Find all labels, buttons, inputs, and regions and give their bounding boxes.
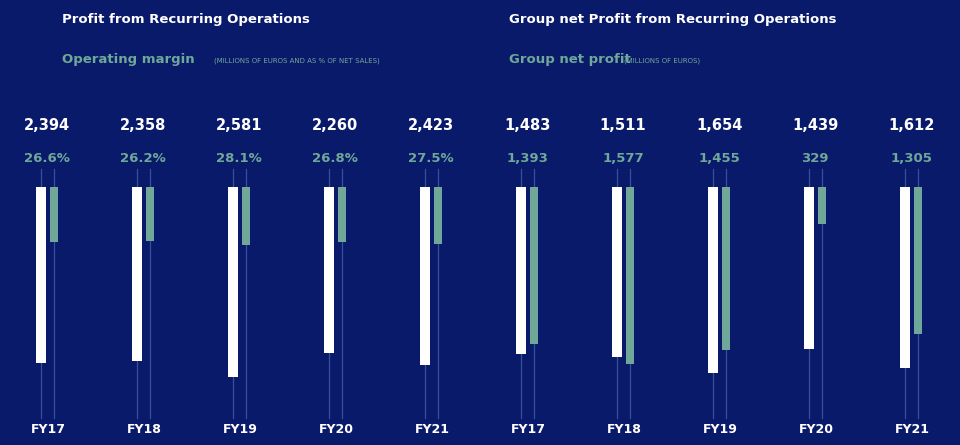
Text: FY21: FY21: [895, 423, 929, 436]
Bar: [516, 187, 526, 354]
Text: Group net Profit from Recurring Operations: Group net Profit from Recurring Operatio…: [509, 13, 836, 26]
Text: 2,581: 2,581: [216, 118, 262, 134]
Text: FY19: FY19: [223, 423, 257, 436]
Bar: [228, 187, 238, 377]
Text: FY17: FY17: [31, 423, 65, 436]
Bar: [338, 187, 346, 242]
Bar: [612, 187, 622, 357]
Text: 27.5%: 27.5%: [408, 152, 454, 165]
Text: 329: 329: [802, 152, 828, 165]
Text: 1,577: 1,577: [602, 152, 644, 165]
Text: Operating margin: Operating margin: [62, 53, 195, 66]
Text: 1,439: 1,439: [792, 118, 838, 134]
Bar: [626, 187, 634, 364]
Text: FY21: FY21: [415, 423, 449, 436]
Bar: [420, 187, 430, 365]
Bar: [146, 187, 154, 241]
Text: 1,483: 1,483: [504, 118, 550, 134]
Text: Profit from Recurring Operations: Profit from Recurring Operations: [62, 13, 310, 26]
Text: FY18: FY18: [127, 423, 161, 436]
Text: Group net profit: Group net profit: [509, 53, 631, 66]
Text: FY20: FY20: [799, 423, 833, 436]
Text: FY18: FY18: [607, 423, 641, 436]
Text: 2,423: 2,423: [408, 118, 454, 134]
Bar: [530, 187, 538, 344]
Text: 2,358: 2,358: [120, 118, 166, 134]
Bar: [324, 187, 334, 353]
Text: 26.2%: 26.2%: [120, 152, 166, 165]
Text: 2,260: 2,260: [312, 118, 358, 134]
Bar: [818, 187, 826, 224]
Bar: [50, 187, 58, 242]
Bar: [914, 187, 922, 334]
Bar: [434, 187, 442, 244]
Text: FY19: FY19: [703, 423, 737, 436]
Text: 1,654: 1,654: [696, 118, 742, 134]
Bar: [900, 187, 910, 368]
Bar: [132, 187, 142, 360]
Bar: [242, 187, 250, 245]
Bar: [708, 187, 718, 373]
Text: 1,511: 1,511: [600, 118, 646, 134]
Text: (MILLIONS OF EUROS): (MILLIONS OF EUROS): [624, 58, 700, 65]
Text: FY20: FY20: [319, 423, 353, 436]
Text: 1,393: 1,393: [506, 152, 548, 165]
Bar: [36, 187, 46, 363]
Text: FY17: FY17: [511, 423, 545, 436]
Text: 28.1%: 28.1%: [216, 152, 262, 165]
Text: 1,455: 1,455: [698, 152, 740, 165]
Text: 1,305: 1,305: [890, 152, 932, 165]
Text: 1,612: 1,612: [888, 118, 934, 134]
Text: 26.8%: 26.8%: [312, 152, 358, 165]
Text: 2,394: 2,394: [24, 118, 70, 134]
Bar: [804, 187, 814, 349]
Text: (MILLIONS OF EUROS AND AS % OF NET SALES): (MILLIONS OF EUROS AND AS % OF NET SALES…: [213, 58, 379, 65]
Text: 26.6%: 26.6%: [24, 152, 70, 165]
Bar: [722, 187, 730, 351]
